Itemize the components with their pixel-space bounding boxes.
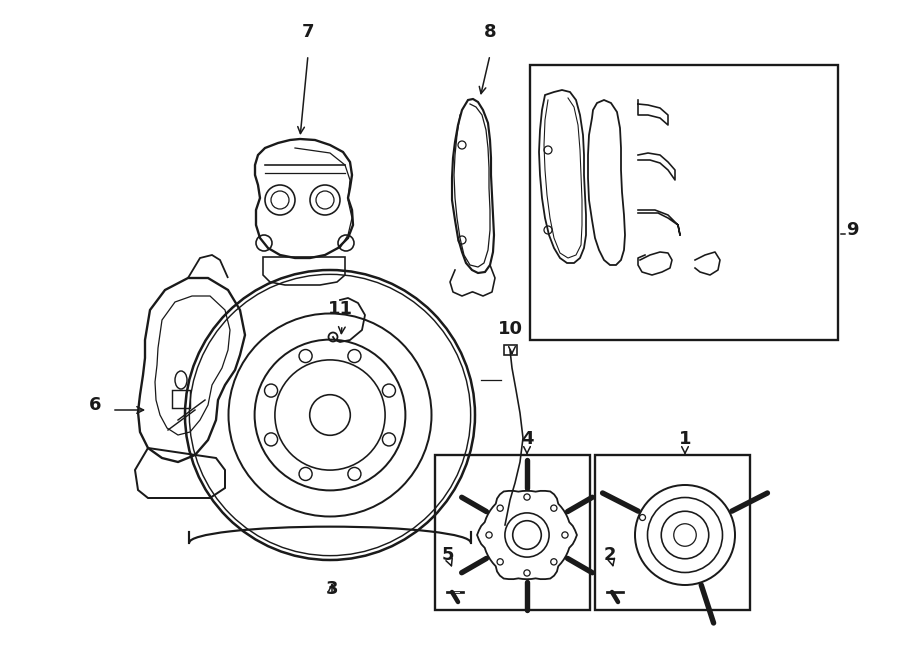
Text: 1: 1 (679, 430, 691, 448)
Text: 3: 3 (326, 580, 338, 598)
Bar (595, 455, 750, 610)
Text: 11: 11 (328, 300, 353, 318)
Text: 8: 8 (483, 23, 496, 41)
Bar (504, 345, 517, 355)
Text: 9: 9 (846, 221, 859, 239)
Text: 10: 10 (498, 320, 523, 338)
Bar (435, 455, 590, 610)
Text: 5: 5 (442, 546, 454, 564)
Bar (530, 65, 838, 340)
Text: 7: 7 (302, 23, 314, 41)
Text: 6: 6 (89, 396, 101, 414)
Text: 2: 2 (604, 546, 617, 564)
Text: 4: 4 (521, 430, 533, 448)
